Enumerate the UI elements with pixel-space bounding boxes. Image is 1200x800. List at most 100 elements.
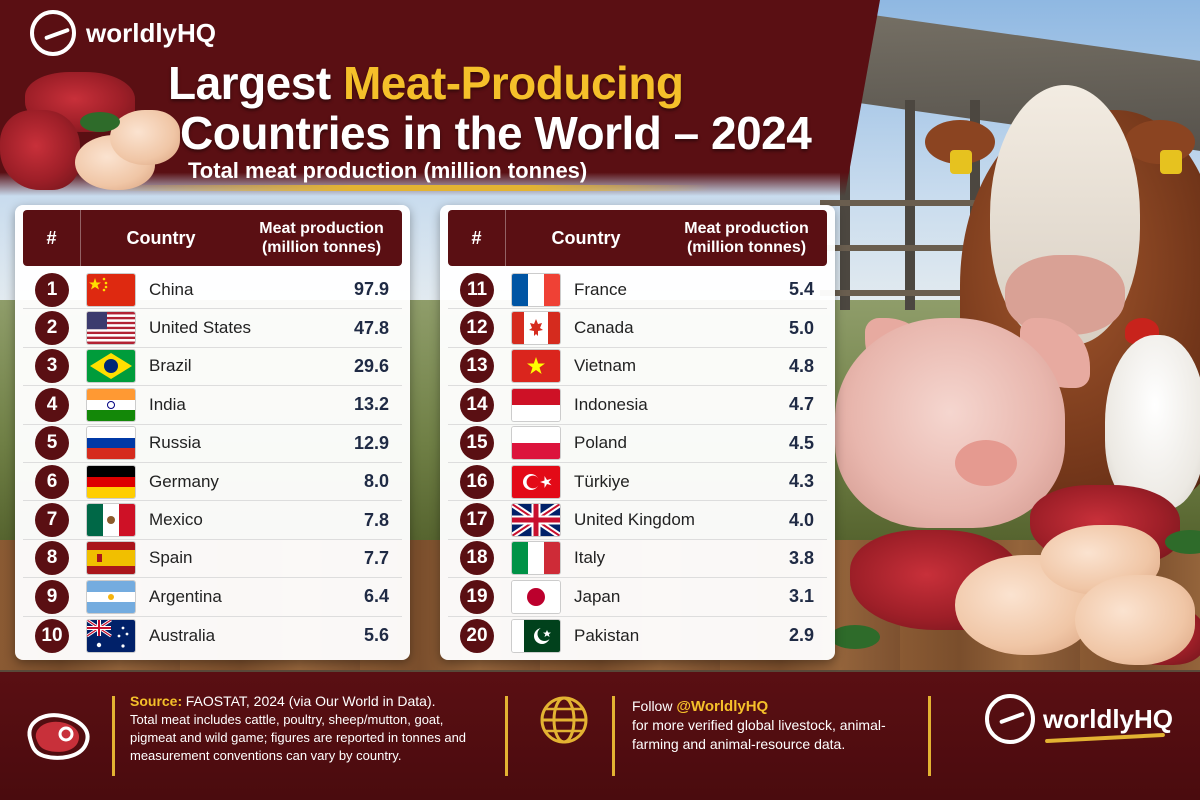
rank-cell: 13 — [448, 349, 506, 384]
table-row: 13 Vietnam 4.8 — [448, 348, 827, 387]
india-flag-icon — [87, 388, 135, 421]
rank-badge: 10 — [35, 618, 69, 653]
rank-badge: 13 — [460, 349, 494, 384]
germany-flag-icon — [87, 465, 135, 498]
globe-icon — [540, 696, 588, 744]
brand-logo-top[interactable]: worldlyHQ — [30, 10, 216, 56]
pig — [835, 318, 1065, 528]
footer — [0, 672, 1200, 800]
production-value: 3.8 — [788, 547, 814, 568]
production-value: 7.7 — [363, 547, 389, 568]
rank-cell: 3 — [23, 349, 81, 384]
rank-cell: 14 — [448, 387, 506, 422]
col-production-header: Meat production (million tonnes) — [684, 220, 809, 256]
table-row: 12 Canada 5.0 — [448, 309, 827, 348]
production-value: 2.9 — [788, 625, 814, 646]
table-row: 5 Russia 12.9 — [23, 425, 402, 463]
usa-flag-icon — [87, 312, 135, 345]
spain-flag-icon — [87, 542, 135, 575]
chicken — [1105, 335, 1200, 510]
table-row: 14 Indonesia 4.7 — [448, 386, 827, 425]
rank-badge: 7 — [35, 503, 69, 538]
country-name: France — [574, 279, 627, 299]
brazil-flag-icon — [87, 350, 135, 383]
country-name: China — [149, 279, 194, 299]
rank-cell: 18 — [448, 541, 506, 576]
page-title-line2: Countries in the World – 2024 — [180, 107, 812, 159]
rank-badge: 15 — [460, 426, 494, 461]
production-value: 5.4 — [788, 279, 814, 300]
country-name: Argentina — [149, 586, 222, 606]
production-value: 4.3 — [788, 471, 814, 492]
country-name: Russia — [149, 433, 201, 453]
rank-badge: 6 — [35, 464, 69, 499]
follow-cta: Follow @WorldlyHQ for more verified glob… — [632, 698, 886, 752]
rank-badge: 2 — [35, 311, 69, 346]
col-production-header: Meat production (million tonnes) — [259, 220, 384, 256]
rank-cell: 16 — [448, 464, 506, 499]
country-name: Vietnam — [574, 356, 637, 376]
table-header: # Country Meat production (million tonne… — [448, 210, 827, 266]
brand-logo-bottom[interactable]: worldlyHQ — [985, 694, 1173, 744]
col-country-header: Country — [551, 227, 621, 248]
rank-cell: 20 — [448, 618, 506, 653]
table-row: 18 Italy 3.8 — [448, 540, 827, 579]
rank-badge: 16 — [460, 464, 494, 499]
production-value: 97.9 — [353, 279, 389, 300]
brand-name: worldlyHQ — [1043, 703, 1174, 734]
rank-cell: 19 — [448, 579, 506, 614]
production-value: 3.1 — [788, 586, 814, 607]
rank-cell: 8 — [23, 541, 81, 576]
country-name: Brazil — [149, 356, 192, 376]
col-country-header: Country — [126, 227, 196, 248]
table-row: 10 Australia 5.6 — [23, 617, 402, 655]
country-name: Italy — [574, 548, 606, 568]
production-value: 5.0 — [788, 317, 814, 338]
rank-badge: 20 — [460, 618, 494, 653]
table-header: # Country Meat production (million tonne… — [23, 210, 402, 266]
rank-cell: 15 — [448, 426, 506, 461]
table-row: 9 Argentina 6.4 — [23, 578, 402, 617]
col-rank-header: # — [448, 210, 506, 266]
production-value: 6.4 — [363, 586, 389, 607]
social-handle-link[interactable]: @WorldlyHQ — [676, 698, 769, 715]
rank-badge: 5 — [35, 426, 69, 461]
source-description: Total meat includes cattle, poultry, she… — [130, 712, 467, 763]
title-highlight: Meat-Producing — [342, 57, 684, 109]
argentina-flag-icon — [87, 580, 135, 613]
rank-badge: 17 — [460, 503, 494, 538]
rank-badge: 4 — [35, 387, 69, 422]
table-row: 4 India 13.2 — [23, 386, 402, 425]
source-note: Source: FAOSTAT, 2024 (via Our World in … — [130, 693, 467, 763]
table-row: 16 Türkiye 4.3 — [448, 463, 827, 502]
production-value: 4.7 — [788, 394, 814, 415]
poland-flag-icon — [512, 427, 560, 460]
production-value: 47.8 — [353, 317, 389, 338]
rank-badge: 1 — [35, 272, 69, 307]
ranking-table-right: # Country Meat production (million tonne… — [440, 205, 835, 660]
table-row: 11 France 5.4 — [448, 271, 827, 310]
ranking-table-left: # Country Meat production (million tonne… — [15, 205, 410, 660]
country-name: Spain — [149, 548, 193, 568]
rank-badge: 11 — [460, 272, 494, 307]
rank-badge: 12 — [460, 311, 494, 346]
rank-cell: 7 — [23, 503, 81, 538]
page-title-line1: Largest Meat-Producing — [168, 57, 684, 109]
worldlyhq-logo-icon — [985, 694, 1035, 744]
rank-cell: 6 — [23, 464, 81, 499]
production-value: 12.9 — [353, 432, 389, 453]
rank-cell: 17 — [448, 503, 506, 538]
uk-flag-icon — [512, 504, 560, 537]
production-value: 4.5 — [788, 432, 814, 453]
table-row: 15 Poland 4.5 — [448, 425, 827, 463]
country-name: United States — [149, 318, 252, 338]
rank-badge: 19 — [460, 579, 494, 614]
japan-flag-icon — [512, 580, 560, 613]
italy-flag-icon — [512, 542, 560, 575]
rank-badge: 14 — [460, 387, 494, 422]
indonesia-flag-icon — [512, 388, 560, 421]
table-row: 17 United Kingdom 4.0 — [448, 501, 827, 540]
rank-cell: 9 — [23, 579, 81, 614]
country-name: Poland — [574, 433, 627, 453]
russia-flag-icon — [87, 427, 135, 460]
